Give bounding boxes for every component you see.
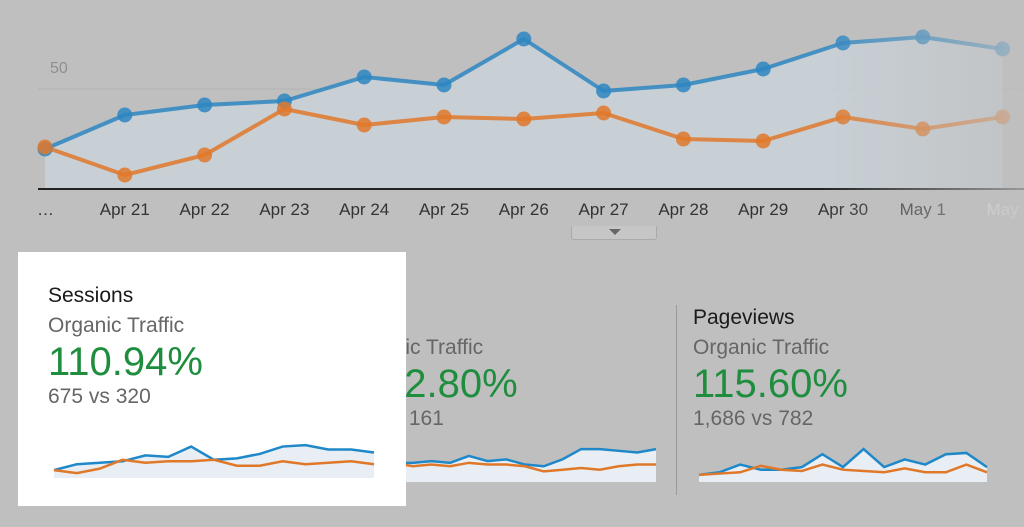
metric-comparison: 675 vs 320: [48, 385, 151, 408]
metric-divider: [676, 305, 677, 495]
sparkline-sessions-line: [698, 447, 988, 477]
metric-comparison: 1,686 vs 782: [693, 407, 814, 430]
main-line-chart: …Apr 21Apr 22Apr 23Apr 24Apr 25Apr 26Apr…: [0, 0, 1024, 240]
metric-title: Pageviews: [693, 306, 795, 329]
metric-sessions: Sessions Organic Traffic 110.94% 675 vs …: [48, 284, 203, 409]
metric-segment: Organic Traffic: [48, 314, 185, 337]
collapse-chart-handle[interactable]: [571, 226, 657, 240]
sparkline-area: [699, 449, 987, 482]
sparkline-sessions: [53, 443, 375, 478]
sparkline-area: [54, 445, 374, 478]
metric-segment: Organic Traffic: [693, 336, 830, 359]
sparkline-sessions-line: [394, 447, 657, 468]
sparkline-organic-line: [53, 458, 375, 475]
sparkline-organic-line: [698, 463, 988, 477]
sparkline-organic-line: [393, 461, 656, 473]
metric-card-sessions[interactable]: Sessions Organic Traffic 110.94% 675 vs …: [18, 252, 406, 506]
metric-title: Sessions: [48, 284, 134, 307]
metric-change: 110.94%: [48, 340, 203, 384]
metric-pageviews[interactable]: Pageviews Organic Traffic 115.60% 1,686 …: [693, 306, 848, 431]
fade-overlay: [0, 0, 1024, 240]
chevron-down-icon: [609, 229, 621, 235]
metric-change: 115.60%: [693, 362, 848, 406]
sparkline-users: [393, 447, 657, 482]
sparkline-pageviews: [698, 447, 988, 482]
metric-segment: anic Traffic: [382, 336, 484, 359]
